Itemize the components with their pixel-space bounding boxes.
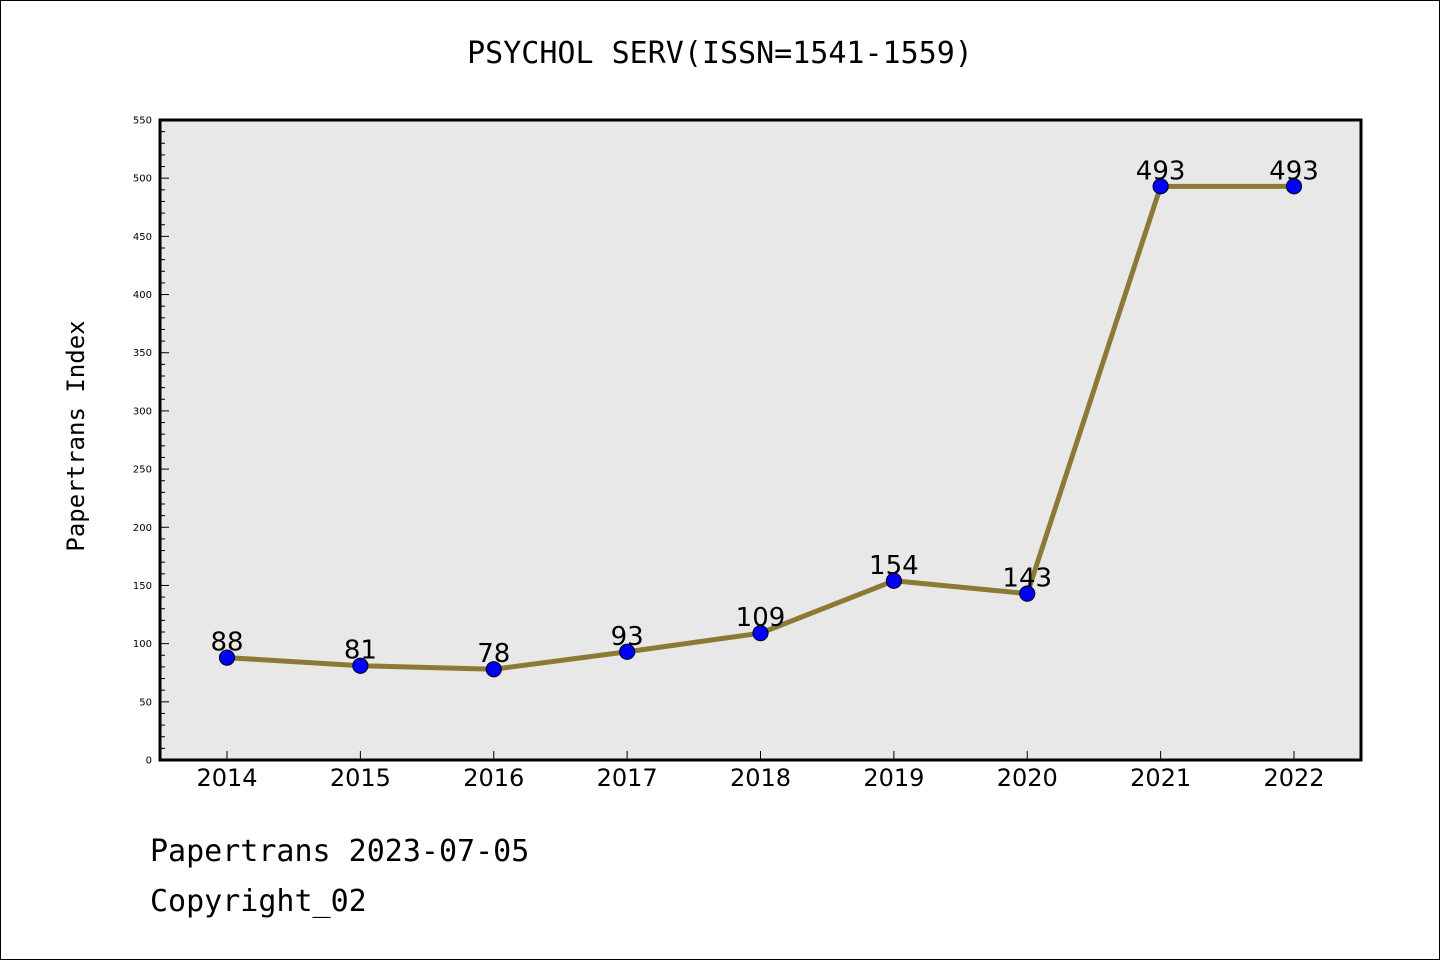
x-axis: 2014 2015 2016 2017 2018 2019 2020 2021 2022 [196, 751, 1325, 792]
data-point [485, 661, 502, 678]
y-tick-label: 500 [133, 174, 152, 185]
data-label: 109 [736, 603, 786, 633]
data-point [1019, 585, 1036, 602]
x-tick-label: 2020 [997, 764, 1058, 792]
x-tick-label: 2016 [463, 764, 524, 792]
data-label: 93 [611, 622, 644, 652]
y-tick-label: 0 [146, 756, 152, 767]
data-point [352, 657, 369, 674]
data-point [1285, 178, 1303, 195]
y-axis-title: Papertrans Index [62, 320, 90, 551]
y-tick-label: 350 [133, 348, 152, 359]
x-tick-label: 2019 [863, 764, 924, 792]
data-point [218, 649, 236, 666]
y-tick-label: 550 [133, 116, 152, 127]
x-tick-label: 2021 [1130, 764, 1191, 792]
data-point [752, 625, 769, 642]
y-tick-label: 150 [133, 581, 152, 592]
footer-copyright: Copyright_02 [150, 884, 367, 919]
data-points [218, 178, 1303, 678]
data-label: 143 [1002, 564, 1052, 594]
data-point [885, 572, 902, 589]
y-tick-label: 100 [133, 639, 152, 650]
footer-date: Papertrans 2023-07-05 [150, 834, 530, 869]
data-labels: 88 81 78 93 109 154 143 493 493 [210, 156, 1318, 669]
x-tick-label: 2017 [597, 764, 658, 792]
data-label: 154 [869, 551, 919, 581]
data-point [619, 643, 636, 660]
data-label: 493 [1136, 156, 1186, 186]
y-tick-label: 200 [133, 523, 152, 534]
chart-title: PSYCHOL SERV(ISSN=1541-1559) [467, 36, 973, 71]
data-label: 493 [1269, 156, 1319, 186]
data-label: 88 [210, 628, 243, 658]
x-tick-label: 2015 [330, 764, 391, 792]
data-label: 81 [344, 636, 377, 666]
data-label: 78 [477, 639, 510, 669]
plot-border [158, 118, 1363, 762]
x-tick-label: 2018 [730, 764, 791, 792]
plot-area [160, 120, 1361, 760]
data-point [1152, 178, 1169, 195]
y-tick-label: 300 [133, 406, 152, 417]
x-tick-label: 2022 [1263, 764, 1324, 792]
y-tick-label: 50 [139, 697, 152, 708]
y-tick-label: 400 [133, 290, 152, 301]
y-tick-label: 450 [133, 232, 152, 243]
y-tick-label: 250 [133, 465, 152, 476]
x-tick-label: 2014 [196, 764, 257, 792]
